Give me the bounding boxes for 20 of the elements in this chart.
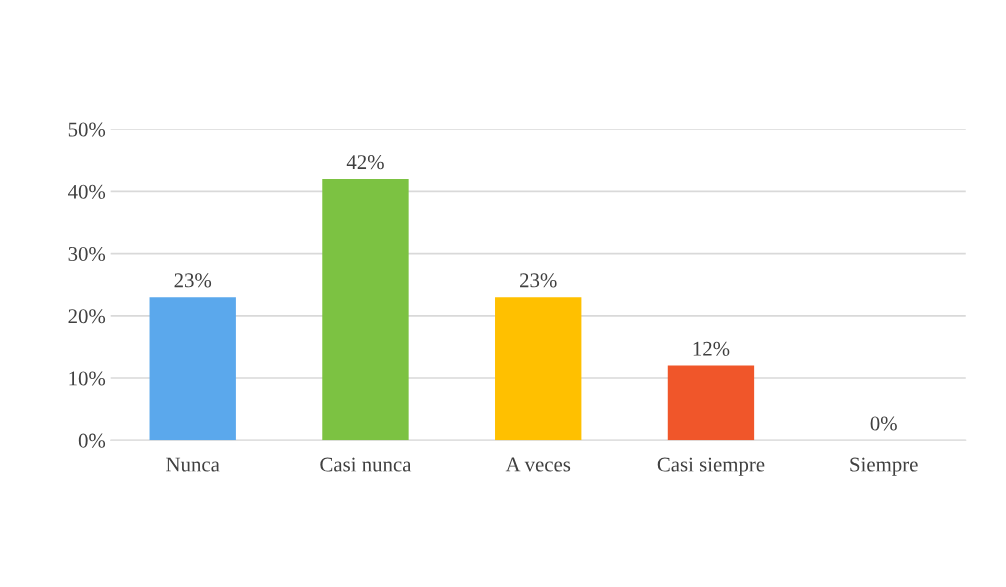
x-tick-label: Casi nunca xyxy=(320,457,412,472)
y-tick-label: 10% xyxy=(69,371,106,386)
x-tick-label: Siempre xyxy=(850,457,918,476)
bar xyxy=(667,365,755,441)
x-tick-label: Casi siempre xyxy=(657,457,765,476)
data-label: 42% xyxy=(346,155,384,170)
bar xyxy=(495,297,582,441)
data-label: 0% xyxy=(870,416,897,431)
y-tick-label: 30% xyxy=(68,246,106,262)
bar xyxy=(149,297,236,441)
x-tick-label: A veces xyxy=(505,457,571,472)
x-tick-label: Nunca xyxy=(166,457,220,472)
y-tick-label: 0% xyxy=(78,433,106,448)
y-tick-label: 40% xyxy=(68,184,106,199)
y-tick-label: 20% xyxy=(68,309,106,324)
data-label: 12% xyxy=(693,341,730,356)
bar xyxy=(322,178,409,441)
data-label: 23% xyxy=(520,273,557,288)
y-tick-label: 50% xyxy=(68,122,106,137)
data-label: 23% xyxy=(174,273,212,288)
